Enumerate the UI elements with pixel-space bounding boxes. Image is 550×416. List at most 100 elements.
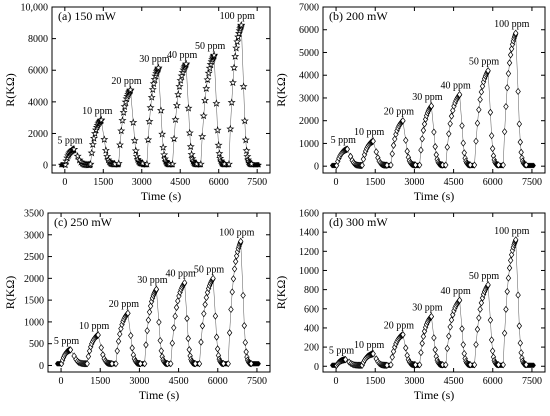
data-point xyxy=(507,51,514,59)
data-point xyxy=(201,310,207,318)
data-point xyxy=(228,78,237,87)
data-point xyxy=(515,87,521,96)
series-30-ppm: 30 ppm xyxy=(412,302,446,369)
series-10-ppm: 10 ppm xyxy=(354,340,390,369)
data-point xyxy=(148,85,157,94)
data-point xyxy=(515,291,521,299)
data-point xyxy=(460,139,466,147)
data-point xyxy=(184,314,190,323)
data-point xyxy=(513,29,519,37)
series-label: 50 ppm xyxy=(195,41,226,52)
series-5-ppm: 5 ppm xyxy=(329,346,365,369)
data-point xyxy=(523,161,529,169)
data-point xyxy=(230,275,237,283)
data-point xyxy=(488,336,495,344)
data-point xyxy=(114,347,120,355)
data-point xyxy=(506,264,513,272)
y-axis-label: R(KΩ) xyxy=(3,276,17,310)
data-point xyxy=(459,325,465,333)
data-point xyxy=(168,159,177,168)
data-point xyxy=(141,360,148,368)
data-point xyxy=(516,120,523,128)
data-point xyxy=(86,159,95,168)
series-line xyxy=(146,67,170,165)
data-point xyxy=(400,331,406,339)
data-point xyxy=(461,149,467,157)
data-point xyxy=(174,90,183,99)
series-label: 10 ppm xyxy=(354,340,385,351)
series-label: 100 ppm xyxy=(219,227,255,238)
data-point xyxy=(412,161,419,169)
series-40-ppm: 40 ppm xyxy=(165,269,198,368)
panel-title: (d) 300 mW xyxy=(329,215,388,229)
chart-svg-d: 0 1500 3000 4500 6000 7500 0 200 400 600 800 1000 12… xyxy=(274,209,546,402)
data-point xyxy=(390,141,397,149)
data-point xyxy=(473,340,479,349)
data-point xyxy=(233,252,240,260)
data-point xyxy=(232,257,239,266)
series-label: 50 ppm xyxy=(194,264,225,275)
data-point xyxy=(444,344,450,353)
data-point xyxy=(240,116,249,125)
data-point xyxy=(517,138,523,146)
data-point xyxy=(172,101,181,109)
data-point xyxy=(390,347,397,356)
data-point xyxy=(103,152,112,160)
data-point xyxy=(504,287,510,296)
y-axis-label: R(KΩ) xyxy=(3,73,17,107)
series-label: 40 ppm xyxy=(440,81,471,92)
chart-panel-d: 0 1500 3000 4500 6000 7500 0 200 400 600 800 1000 12… xyxy=(274,206,550,411)
data-point xyxy=(231,265,238,273)
data-point xyxy=(160,150,169,159)
panel-title: (b) 200 mW xyxy=(329,9,388,23)
data-point xyxy=(204,68,213,77)
data-point xyxy=(226,329,233,337)
y-tick-label: 1400 xyxy=(299,228,319,239)
x-tick-label: 3000 xyxy=(404,177,424,188)
series-label: 20 ppm xyxy=(111,76,142,87)
series-label: 30 ppm xyxy=(139,54,170,65)
data-point xyxy=(156,318,162,326)
data-point xyxy=(129,118,138,126)
data-point xyxy=(419,339,425,347)
series-label: 40 ppm xyxy=(440,286,471,297)
data-point xyxy=(199,111,208,120)
series-line xyxy=(170,282,196,364)
baseline-point xyxy=(531,362,536,369)
data-point xyxy=(404,147,410,155)
data-point xyxy=(431,128,437,136)
data-point xyxy=(172,312,178,320)
y-tick-label: 6000 xyxy=(299,25,319,36)
series-10-ppm: 10 ppm xyxy=(79,321,115,368)
y-tick-label: 1000 xyxy=(299,266,319,277)
data-point xyxy=(202,84,211,93)
x-tick-label: 4500 xyxy=(444,376,464,387)
x-tick-label: 0 xyxy=(59,376,64,387)
data-point xyxy=(175,82,184,90)
y-tick-label: 0 xyxy=(39,361,44,372)
data-point xyxy=(503,102,509,111)
series-5-ppm: 5 ppm xyxy=(54,336,90,368)
y-tick-label: 500 xyxy=(29,339,44,350)
data-point xyxy=(173,303,180,312)
y-tick-label: 0 xyxy=(43,161,48,172)
data-point xyxy=(137,360,144,368)
series-line xyxy=(144,289,168,364)
x-tick-label: 6000 xyxy=(483,376,503,387)
series-label: 30 ppm xyxy=(137,275,168,286)
data-point xyxy=(120,102,129,111)
x-tick-label: 1500 xyxy=(365,177,385,188)
x-tick-label: 7500 xyxy=(247,376,267,387)
data-point xyxy=(132,152,141,160)
series-50-ppm: 50 ppm xyxy=(194,264,227,368)
data-point xyxy=(388,361,394,369)
data-point xyxy=(170,134,179,143)
data-point xyxy=(143,341,149,349)
x-axis-label: Time (s) xyxy=(414,388,455,402)
x-tick-label: 0 xyxy=(62,177,67,188)
x-tick-label: 7500 xyxy=(522,177,542,188)
chart-svg-a: 0 1500 3000 4500 6000 7500 0 2000 4000 6000 8000 10… xyxy=(3,3,271,203)
data-point xyxy=(201,96,210,104)
series-5-ppm: 5 ppm xyxy=(331,135,365,170)
data-point xyxy=(203,294,210,302)
